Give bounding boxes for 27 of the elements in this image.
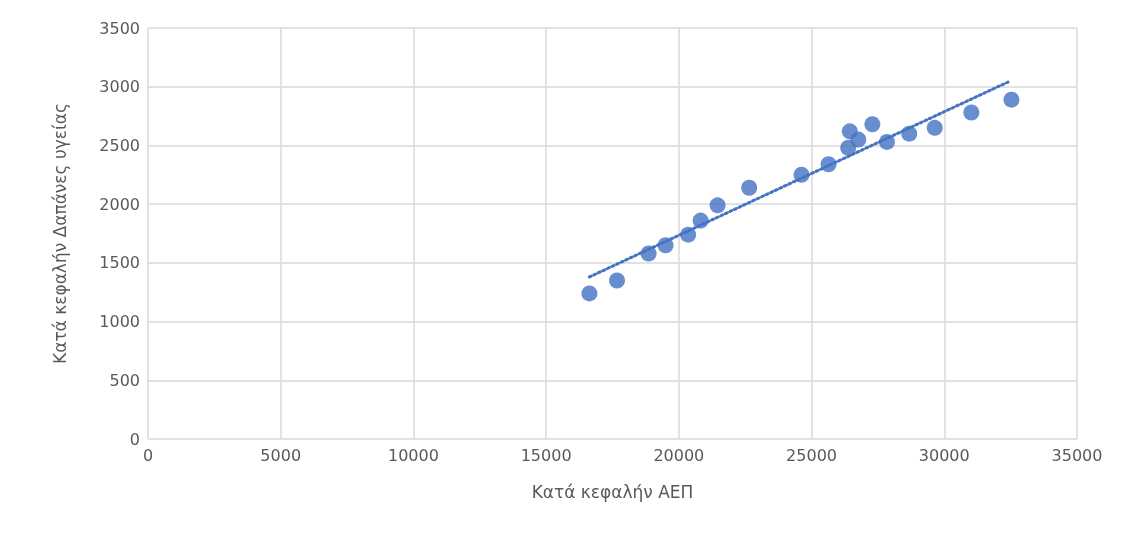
x-tick-label: 15000 <box>520 445 572 465</box>
x-axis-title: Κατά κεφαλήν ΑΕΠ <box>531 481 694 502</box>
x-tick-label: 0 <box>142 445 154 465</box>
x-tick-label: 5000 <box>260 445 302 465</box>
y-tick-label: 3500 <box>99 18 140 38</box>
y-tick-label: 2500 <box>99 135 140 155</box>
point <box>581 285 598 302</box>
point <box>850 131 867 148</box>
x-tick-label: 20000 <box>653 445 705 465</box>
y-tick-label: 1000 <box>99 312 140 332</box>
point <box>709 197 726 214</box>
y-axis-title: Κατά κεφαλήν Δαπάνες υγείας <box>49 103 70 364</box>
point <box>741 179 758 196</box>
y-tick-label: 3000 <box>99 77 140 97</box>
point <box>926 119 943 136</box>
x-tick-label: 25000 <box>786 445 838 465</box>
y-tick-label: 1500 <box>99 253 140 273</box>
point <box>864 116 881 133</box>
point <box>963 104 980 121</box>
x-tick-label: 10000 <box>387 445 439 465</box>
point <box>609 272 626 289</box>
x-tick-label: 35000 <box>1051 445 1103 465</box>
y-tick-label: 500 <box>109 370 140 390</box>
point <box>1003 91 1020 108</box>
y-tick-label: 0 <box>129 429 140 449</box>
x-tick-label: 30000 <box>918 445 970 465</box>
y-tick-label: 2000 <box>99 194 140 214</box>
